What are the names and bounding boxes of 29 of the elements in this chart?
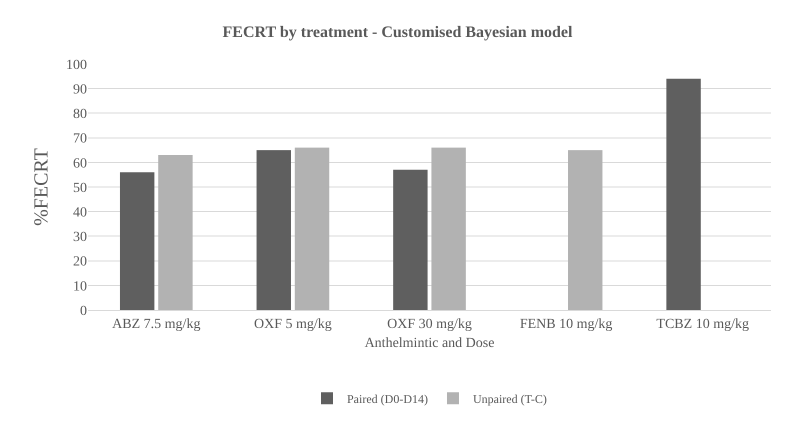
y-tick-label: 100 bbox=[66, 58, 87, 73]
y-tick-label: 90 bbox=[73, 82, 87, 98]
x-axis-title: Anthelmintic and Dose bbox=[364, 336, 494, 352]
bar bbox=[158, 155, 193, 310]
bar bbox=[393, 170, 428, 310]
bar bbox=[568, 150, 602, 310]
x-tick-label: FENB 10 mg/kg bbox=[520, 316, 612, 332]
y-tick-label: 40 bbox=[73, 206, 87, 220]
y-tick-label: 20 bbox=[73, 254, 87, 270]
y-tick-label: 10 bbox=[73, 279, 87, 294]
x-tick-label: TCBZ 10 mg/kg bbox=[656, 316, 749, 332]
y-tick-label: 50 bbox=[73, 180, 87, 196]
y-tick-label: 70 bbox=[73, 132, 87, 147]
x-tick-label: OXF 5 mg/kg bbox=[254, 316, 332, 332]
y-tick-label: 60 bbox=[73, 156, 87, 172]
y-tick-label: 30 bbox=[73, 230, 87, 246]
x-tick-label: ABZ 7.5 mg/kg bbox=[112, 316, 200, 332]
y-tick-label: 80 bbox=[73, 107, 87, 122]
bar bbox=[120, 172, 154, 310]
y-axis-title: %FECRT bbox=[30, 148, 52, 226]
bar bbox=[431, 148, 466, 310]
bar bbox=[294, 148, 330, 310]
bar bbox=[256, 150, 291, 310]
y-tick-label: 0 bbox=[80, 304, 87, 319]
x-tick-label: OXF 30 mg/kg bbox=[387, 316, 472, 332]
legend-label: Unpaired (T-C) bbox=[472, 392, 547, 406]
bar bbox=[666, 78, 701, 310]
legend-label: Paired (D0-D14) bbox=[347, 392, 428, 406]
chart-title: FECRT by treatment - Customised Bayesian model bbox=[222, 24, 574, 42]
